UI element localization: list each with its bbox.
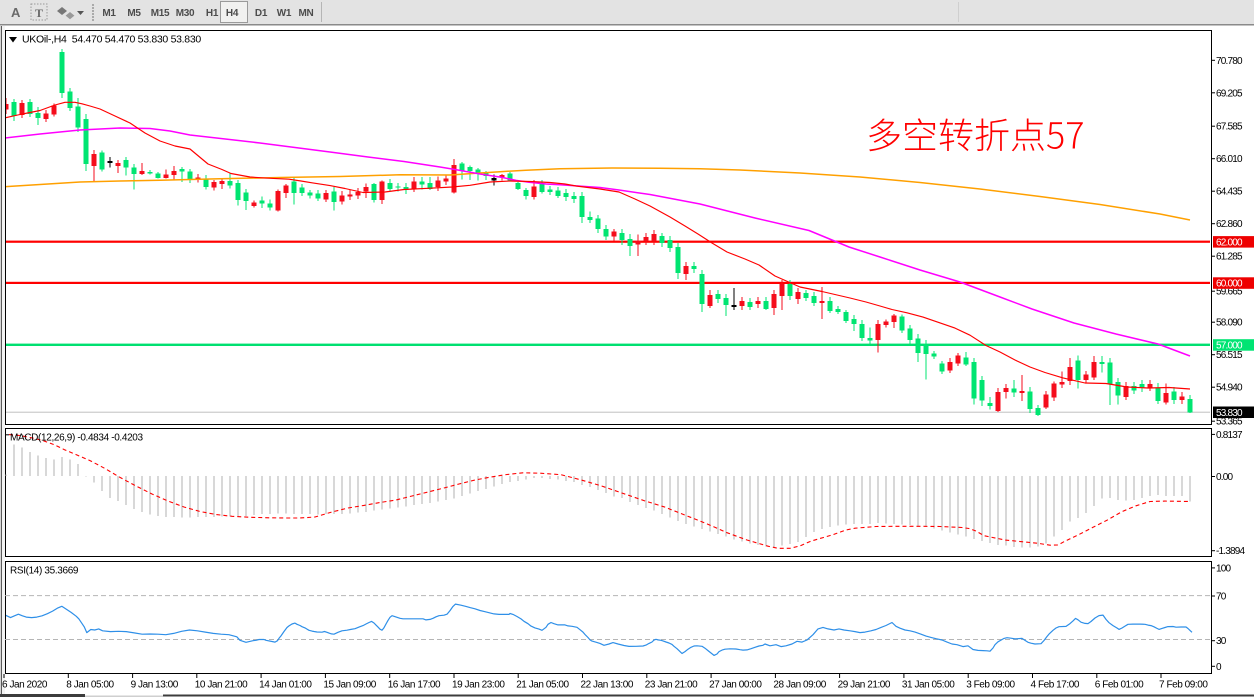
svg-text:54.940: 54.940 xyxy=(1216,383,1243,394)
svg-text:70.780: 70.780 xyxy=(1216,56,1243,67)
svg-text:22 Jan 13:00: 22 Jan 13:00 xyxy=(581,680,634,691)
svg-text:RSI(14) 35.3669: RSI(14) 35.3669 xyxy=(10,566,79,577)
svg-text:16 Jan 17:00: 16 Jan 17:00 xyxy=(388,680,441,691)
svg-text:4 Feb 17:00: 4 Feb 17:00 xyxy=(1031,680,1080,691)
svg-text:D1: D1 xyxy=(255,8,268,19)
svg-text:57.000: 57.000 xyxy=(1216,341,1243,352)
svg-text:64.435: 64.435 xyxy=(1216,187,1243,198)
svg-text:8 Jan 05:00: 8 Jan 05:00 xyxy=(66,680,114,691)
svg-text:0: 0 xyxy=(1216,662,1222,673)
svg-text:3 Feb 09:00: 3 Feb 09:00 xyxy=(966,680,1015,691)
svg-text:T: T xyxy=(35,6,43,20)
svg-text:M1: M1 xyxy=(102,8,116,19)
svg-text:M5: M5 xyxy=(127,8,141,19)
svg-text:7 Feb 09:00: 7 Feb 09:00 xyxy=(1159,680,1208,691)
svg-text:27 Jan 00:00: 27 Jan 00:00 xyxy=(709,680,762,691)
svg-text:28 Jan 09:00: 28 Jan 09:00 xyxy=(773,680,826,691)
svg-text:69.205: 69.205 xyxy=(1216,88,1243,99)
svg-text:30: 30 xyxy=(1216,636,1227,647)
svg-text:70: 70 xyxy=(1216,592,1227,603)
svg-text:UKOil-,H4 54.470 54.470 53.83: UKOil-,H4 54.470 54.470 53.830 53.830 xyxy=(22,34,201,46)
svg-text:59.665: 59.665 xyxy=(1216,287,1243,298)
svg-text:M30: M30 xyxy=(176,8,195,19)
svg-text:A: A xyxy=(11,5,21,20)
svg-text:0.00: 0.00 xyxy=(1216,472,1234,483)
svg-text:6 Jan 2020: 6 Jan 2020 xyxy=(2,680,48,691)
svg-text:MACD(12,26,9) -0.4834 -0.4203: MACD(12,26,9) -0.4834 -0.4203 xyxy=(10,433,143,444)
svg-text:0.8137: 0.8137 xyxy=(1216,430,1243,441)
svg-text:9 Jan 13:00: 9 Jan 13:00 xyxy=(131,680,179,691)
svg-text:67.585: 67.585 xyxy=(1216,122,1243,133)
svg-text:61.285: 61.285 xyxy=(1216,252,1243,263)
svg-text:60.000: 60.000 xyxy=(1216,279,1243,290)
svg-text:19 Jan 23:00: 19 Jan 23:00 xyxy=(452,680,505,691)
svg-text:21 Jan 05:00: 21 Jan 05:00 xyxy=(516,680,569,691)
svg-text:58.090: 58.090 xyxy=(1216,318,1243,329)
svg-text:23 Jan 21:00: 23 Jan 21:00 xyxy=(645,680,698,691)
svg-text:MN: MN xyxy=(299,8,314,19)
svg-text:29 Jan 21:00: 29 Jan 21:00 xyxy=(838,680,891,691)
svg-text:-1.3894: -1.3894 xyxy=(1216,546,1246,557)
svg-text:53.365: 53.365 xyxy=(1216,417,1243,428)
svg-text:M15: M15 xyxy=(151,8,170,19)
svg-text:62.860: 62.860 xyxy=(1216,219,1243,230)
svg-text:15 Jan 09:00: 15 Jan 09:00 xyxy=(323,680,376,691)
svg-text:56.515: 56.515 xyxy=(1216,350,1243,361)
svg-text:66.010: 66.010 xyxy=(1216,154,1243,165)
svg-text:14 Jan 01:00: 14 Jan 01:00 xyxy=(259,680,312,691)
svg-text:H1: H1 xyxy=(206,8,219,19)
svg-text:10 Jan 21:00: 10 Jan 21:00 xyxy=(195,680,248,691)
svg-text:100: 100 xyxy=(1216,563,1232,574)
svg-text:53.830: 53.830 xyxy=(1216,408,1243,419)
svg-text:62.000: 62.000 xyxy=(1216,237,1243,248)
svg-text:W1: W1 xyxy=(277,8,292,19)
svg-text:6 Feb 01:00: 6 Feb 01:00 xyxy=(1095,680,1144,691)
svg-text:31 Jan 05:00: 31 Jan 05:00 xyxy=(902,680,955,691)
svg-text:H4: H4 xyxy=(226,8,239,19)
